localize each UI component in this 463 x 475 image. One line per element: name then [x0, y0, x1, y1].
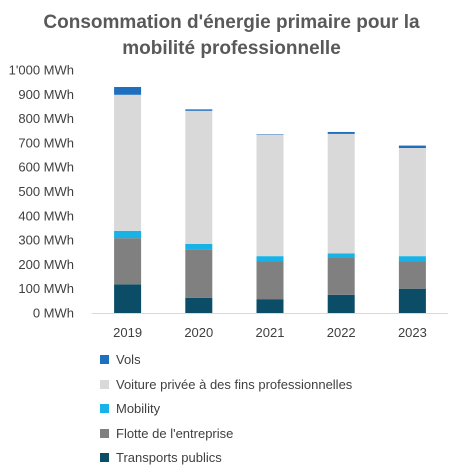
bar-segment [327, 294, 355, 313]
chart-title-line-2: mobilité professionnelle [122, 38, 341, 59]
bar-segment [256, 261, 284, 300]
x-tick-label: 2023 [398, 325, 427, 340]
legend-item: Transports publics [100, 450, 222, 465]
y-tick-label: 1'000 MWh [9, 63, 74, 78]
bar-segment [398, 261, 426, 289]
chart-title: Consommation d'énergie primaire pour la … [0, 10, 463, 62]
legend-item: Flotte de l'entreprise [100, 426, 233, 441]
bar-segment [185, 297, 213, 313]
bar-segment [256, 256, 284, 262]
x-tick-label: 2019 [113, 325, 142, 340]
legend-item: Vols [100, 352, 141, 367]
legend-swatch [100, 453, 109, 462]
y-tick-label: 100 MWh [18, 281, 74, 296]
legend-label: Vols [116, 352, 141, 367]
y-tick-label: 0 MWh [33, 306, 74, 321]
legend-item: Voiture privée à des fins professionnell… [100, 377, 352, 392]
y-tick-label: 200 MWh [18, 257, 74, 272]
bar-segment [398, 148, 426, 257]
legend-swatch [100, 379, 109, 389]
y-tick-label: 800 MWh [18, 111, 74, 126]
legend-swatch [100, 355, 109, 364]
bar-segment [185, 249, 213, 298]
bar-segment [398, 256, 426, 262]
bar-segment [185, 243, 213, 250]
chart-title-line-1: Consommation d'énergie primaire pour la [43, 12, 420, 33]
bar-segment [114, 284, 142, 313]
legend-item: Mobility [100, 401, 160, 416]
y-tick-label: 500 MWh [18, 184, 74, 199]
bar-segment [327, 133, 355, 254]
y-tick-label: 700 MWh [18, 135, 74, 150]
legend-label: Transports publics [116, 450, 222, 465]
bar-segment [327, 131, 355, 134]
stacked-bar-chart: 0 MWh 100 MWh 200 MWh 300 MWh 400 MWh 500 MWh… [9, 63, 448, 340]
bar-segment [185, 109, 213, 111]
legend-label: Mobility [116, 401, 161, 416]
y-tick-label: 600 MWh [18, 160, 74, 175]
legend-swatch [100, 428, 109, 438]
bar-segment [114, 87, 142, 95]
bar-segment [256, 299, 284, 313]
bar-segment [327, 253, 355, 258]
bar-segment [185, 110, 213, 244]
bar-segment [114, 238, 142, 285]
legend-label: Voiture privée à des fins professionnell… [116, 376, 353, 392]
legend-label: Flotte de l'entreprise [116, 425, 234, 441]
y-tick-label: 400 MWh [18, 208, 74, 223]
bar-segment [398, 288, 426, 313]
bar-segment [398, 145, 426, 149]
y-tick-label: 900 MWh [18, 87, 74, 102]
y-tick-label: 300 MWh [18, 233, 74, 248]
bar-segment [114, 94, 142, 231]
bar-segment [114, 230, 142, 239]
bar-segment [256, 134, 284, 257]
x-tick-label: 2021 [256, 325, 285, 340]
legend-swatch [100, 404, 109, 413]
bar-segment [327, 257, 355, 295]
x-tick-label: 2020 [184, 325, 213, 340]
x-tick-label: 2022 [327, 325, 356, 340]
